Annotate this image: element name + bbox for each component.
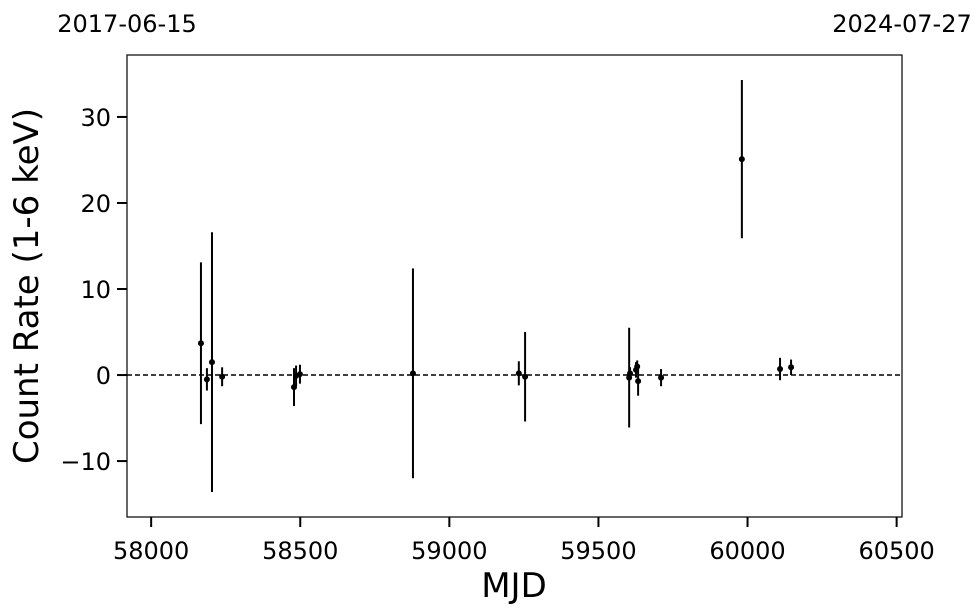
plot-frame <box>126 54 903 518</box>
y-axis-label: Count Rate (1-6 keV) <box>7 108 47 464</box>
data-point <box>197 340 204 347</box>
x-tick-label: 59500 <box>560 537 636 565</box>
x-axis-label: MJD <box>481 566 547 606</box>
x-tick-label: 58000 <box>113 537 189 565</box>
x-tick-label: 59000 <box>411 537 487 565</box>
data-point <box>635 378 642 385</box>
data-point <box>658 374 665 381</box>
data-point <box>203 376 210 383</box>
data-point <box>409 370 416 377</box>
data-point <box>627 370 634 377</box>
x-tick-label: 58500 <box>262 537 338 565</box>
x-tick-label: 60000 <box>709 537 785 565</box>
data-point <box>296 371 303 378</box>
data-point <box>515 370 522 377</box>
y-tick-label: 10 <box>80 276 111 304</box>
data-point <box>788 364 795 371</box>
data-point <box>208 359 215 366</box>
data-point <box>219 373 226 380</box>
top-date-label: 2017-06-15 <box>57 10 196 38</box>
y-tick-label: 30 <box>80 104 111 132</box>
y-tick-label: 20 <box>80 190 111 218</box>
data-point <box>522 373 529 380</box>
y-tick-label: −10 <box>60 448 111 476</box>
top-date-label: 2024-07-27 <box>832 10 971 38</box>
x-tick-label: 60500 <box>858 537 934 565</box>
y-tick-label: 0 <box>96 362 111 390</box>
data-point <box>738 156 745 163</box>
data-point <box>777 366 784 373</box>
